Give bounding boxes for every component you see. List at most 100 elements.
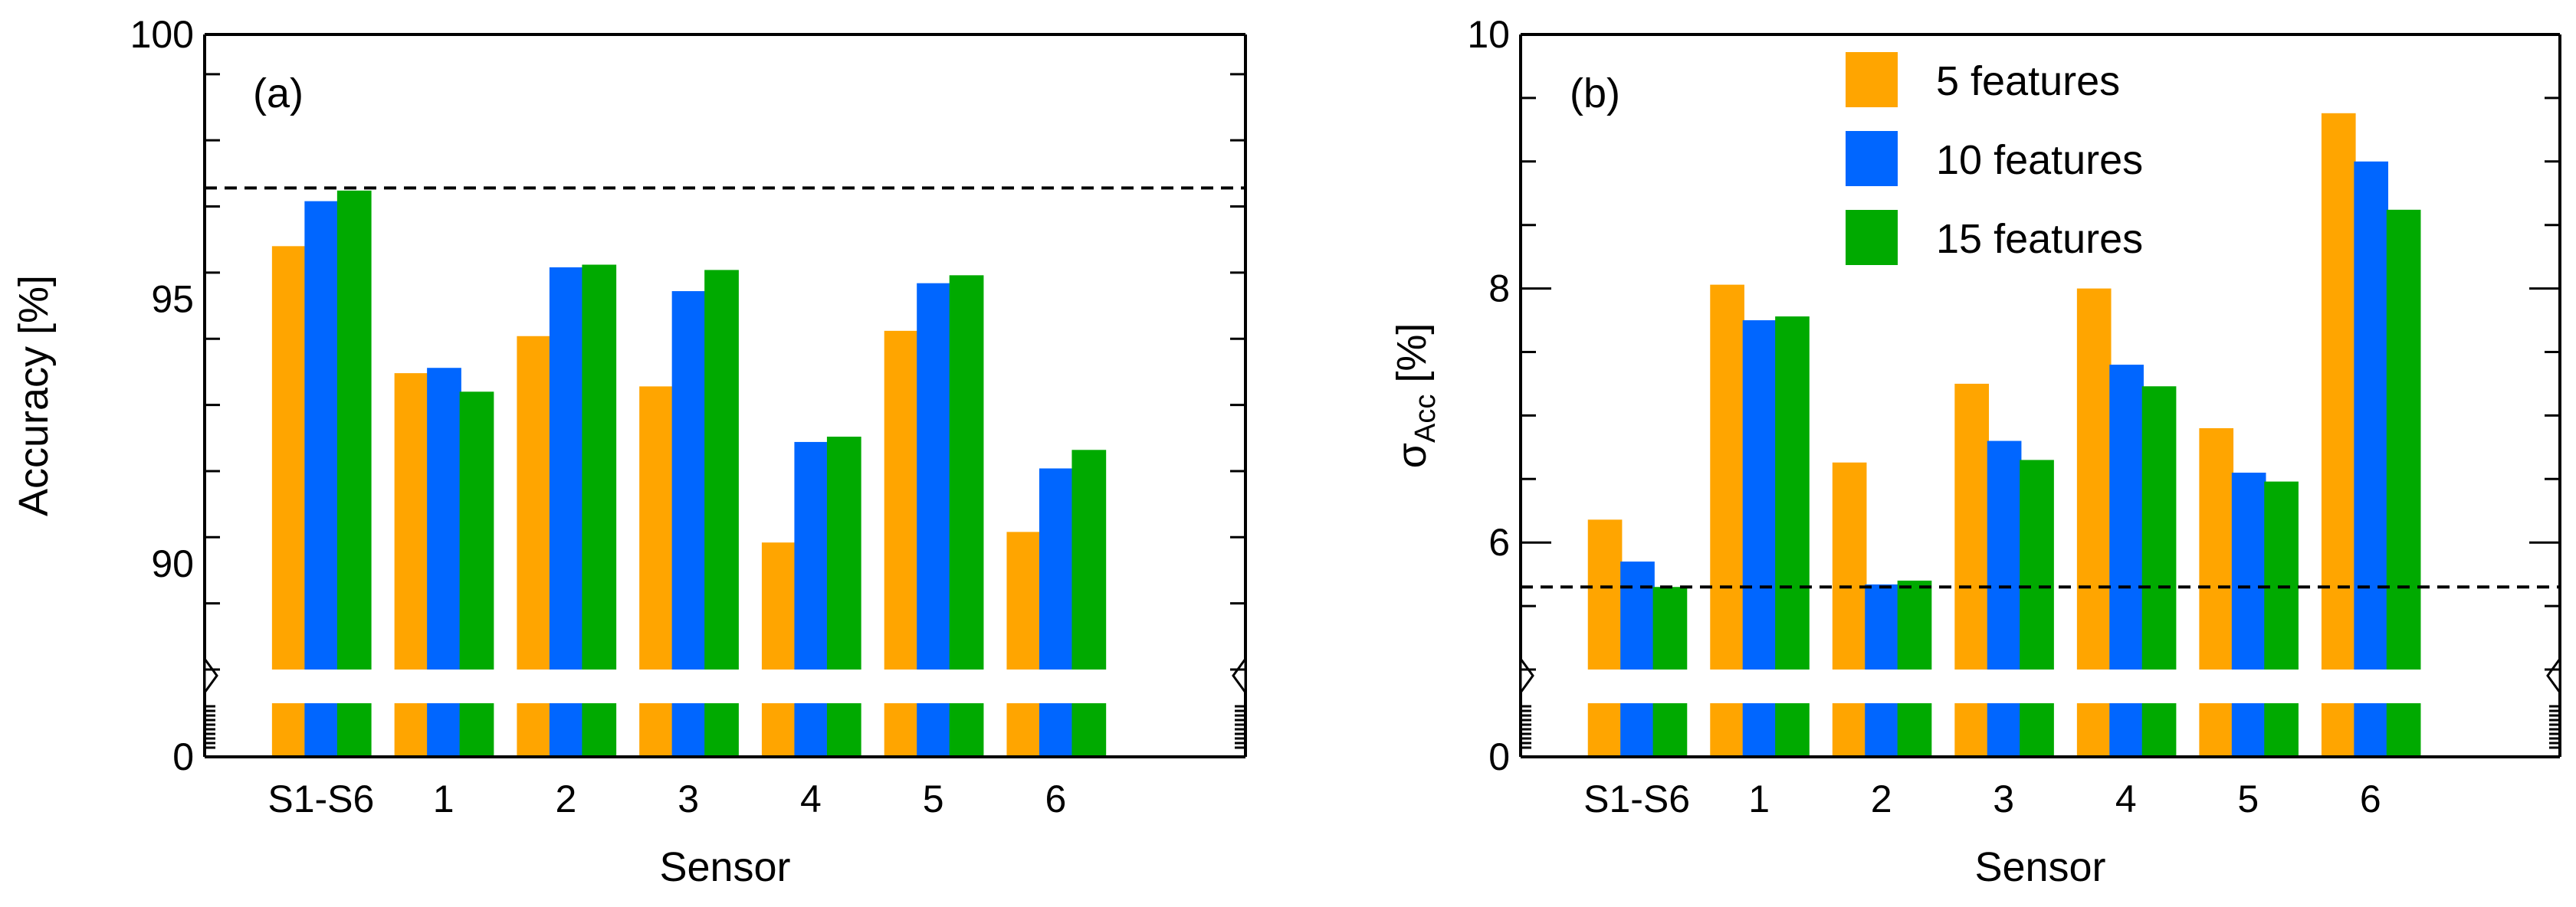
bar-lower-15-features-4 <box>826 703 861 757</box>
axis-break-symbol <box>1519 655 1534 696</box>
bar-lower-15-features-4 <box>2141 703 2177 757</box>
bar-lower-15-features-5 <box>2264 703 2299 757</box>
bar-5-features-6 <box>2321 113 2356 670</box>
bar-15-features-6 <box>2386 209 2421 670</box>
bar-15-features-3 <box>2020 460 2054 670</box>
xtick-label: 5 <box>2237 778 2259 820</box>
axis-break-gap <box>202 670 1248 703</box>
bar-lower-15-features-S1-S6 <box>1652 703 1688 757</box>
bar-lower-10-features-6 <box>2354 703 2389 757</box>
bar-lower-15-features-S1-S6 <box>336 703 372 757</box>
bar-15-features-S1-S6 <box>1652 587 1688 670</box>
xtick-label: 4 <box>800 778 822 820</box>
xaxis-label: Sensor <box>1974 844 2105 890</box>
bar-10-features-2 <box>549 267 584 670</box>
bar-15-features-1 <box>459 391 494 670</box>
bar-lower-15-features-1 <box>1775 703 1810 757</box>
yaxis-label: Accuracy [%] <box>11 275 57 516</box>
bar-lower-5-features-4 <box>2076 703 2112 757</box>
xtick-label: 2 <box>1871 778 1892 820</box>
bar-lower-15-features-3 <box>704 703 739 757</box>
bar-5-features-6 <box>1006 532 1042 670</box>
panel-label: (a) <box>253 70 304 116</box>
xtick-label: 3 <box>678 778 699 820</box>
ytick-label: 6 <box>1488 521 1510 564</box>
bar-lower-5-features-6 <box>1006 703 1042 757</box>
bar-15-features-4 <box>2141 386 2177 670</box>
xtick-label: S1-S6 <box>267 778 374 820</box>
bar-10-features-S1-S6 <box>304 201 340 670</box>
bar-lower-5-features-5 <box>2199 703 2234 757</box>
bar-lower-15-features-6 <box>2386 703 2421 757</box>
bar-lower-15-features-6 <box>1071 703 1107 757</box>
xtick-label: 2 <box>555 778 576 820</box>
bar-5-features-5 <box>2199 427 2234 670</box>
bar-10-features-3 <box>671 291 707 670</box>
legend-label: 5 features <box>1936 58 2120 104</box>
bar-5-features-1 <box>1710 284 1744 670</box>
xtick-label: 6 <box>1045 778 1067 820</box>
ytick-label-below-break: 0 <box>172 735 194 778</box>
legend-label: 10 features <box>1936 137 2143 183</box>
bar-lower-10-features-1 <box>427 703 461 757</box>
bar-lower-5-features-5 <box>884 703 919 757</box>
bar-10-features-6 <box>2354 161 2389 670</box>
xtick-label: 1 <box>433 778 454 820</box>
bar-lower-5-features-3 <box>639 703 674 757</box>
bar-15-features-6 <box>1071 450 1107 670</box>
panel-label: (b) <box>1570 70 1620 116</box>
ytick-label: 10 <box>1467 13 1510 56</box>
legend-swatch-5-features <box>1846 52 1898 107</box>
bar-lower-10-features-1 <box>1742 703 1777 757</box>
axis-break-symbol <box>2546 655 2561 696</box>
bar-5-features-4 <box>2076 288 2112 670</box>
bar-5-features-S1-S6 <box>1587 519 1623 670</box>
bar-5-features-4 <box>761 542 796 670</box>
bar-5-features-5 <box>884 330 919 670</box>
bar-lower-15-features-3 <box>2020 703 2054 757</box>
bar-15-features-S1-S6 <box>336 190 372 670</box>
bar-10-features-1 <box>1742 320 1777 670</box>
legend-swatch-10-features <box>1846 131 1898 186</box>
bar-15-features-2 <box>1897 580 1932 670</box>
axis-break-gap <box>1518 670 2562 703</box>
xtick-label: 3 <box>1993 778 2014 820</box>
xtick-label: 5 <box>923 778 944 820</box>
bar-15-features-5 <box>949 275 984 670</box>
bar-lower-10-features-5 <box>917 703 951 757</box>
bar-10-features-4 <box>2109 365 2144 670</box>
bar-5-features-S1-S6 <box>271 246 307 670</box>
bar-lower-15-features-2 <box>582 703 617 757</box>
bar-10-features-3 <box>1987 440 2022 670</box>
bar-lower-10-features-S1-S6 <box>304 703 340 757</box>
xtick-label: 4 <box>2115 778 2137 820</box>
bar-10-features-5 <box>2231 473 2266 670</box>
bar-lower-10-features-3 <box>671 703 707 757</box>
bar-5-features-3 <box>639 386 674 670</box>
bar-15-features-2 <box>582 264 617 670</box>
bar-lower-5-features-4 <box>761 703 796 757</box>
xaxis-label: Sensor <box>659 844 790 890</box>
ytick-label: 95 <box>151 277 194 320</box>
bar-lower-10-features-4 <box>794 703 829 757</box>
bar-10-features-4 <box>794 441 829 670</box>
xtick-label: 1 <box>1748 778 1770 820</box>
bar-lower-5-features-2 <box>1832 703 1867 757</box>
bar-15-features-3 <box>704 270 739 670</box>
bar-lower-5-features-S1-S6 <box>1587 703 1623 757</box>
bar-5-features-3 <box>1954 383 1989 670</box>
bar-lower-15-features-1 <box>459 703 494 757</box>
ytick-label: 100 <box>130 13 194 56</box>
bar-lower-5-features-1 <box>1710 703 1744 757</box>
bar-lower-10-features-4 <box>2109 703 2144 757</box>
ytick-label-below-break: 0 <box>1488 735 1510 778</box>
bar-5-features-1 <box>394 373 429 670</box>
bar-15-features-4 <box>826 437 861 670</box>
bar-15-features-5 <box>2264 481 2299 670</box>
bar-lower-5-features-1 <box>394 703 429 757</box>
xtick-label: S1-S6 <box>1583 778 1690 820</box>
legend-label: 15 features <box>1936 216 2143 262</box>
xtick-label: 6 <box>2360 778 2381 820</box>
bar-lower-10-features-5 <box>2231 703 2266 757</box>
